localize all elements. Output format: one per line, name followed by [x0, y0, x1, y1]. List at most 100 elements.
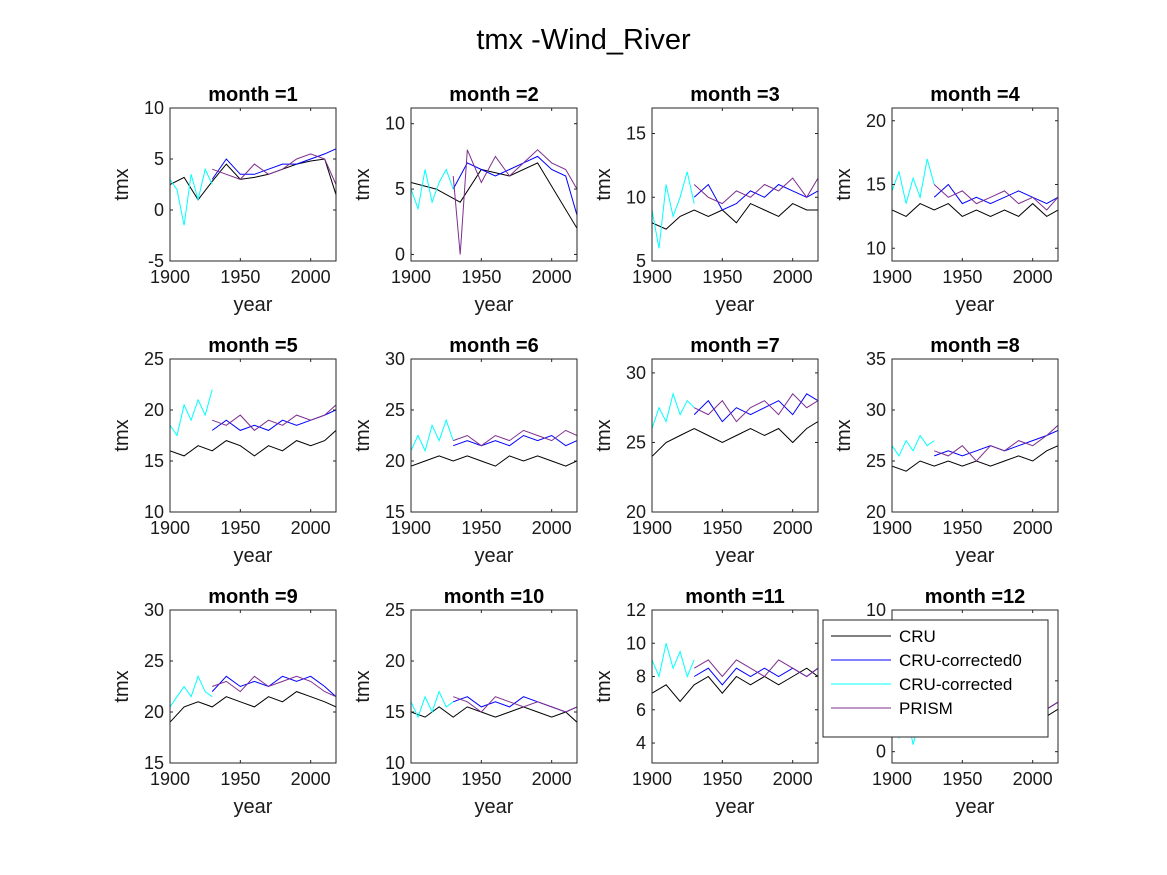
y-tick-label: 0 — [876, 742, 886, 762]
series-group — [170, 148, 336, 226]
y-tick-label: 35 — [866, 349, 886, 369]
axes-box — [410, 609, 578, 764]
x-tick-label: 2000 — [532, 518, 572, 538]
subplot-title: month =1 — [208, 84, 297, 106]
subplot-month-9: 1900 1950 2000 15 20 25 30 month =9 year tmx — [111, 586, 337, 818]
x-tick-label: 1900 — [872, 267, 912, 287]
subplot-month-11: 1900 1950 2000 4 6 8 10 12 month =11 year tmx — [593, 586, 819, 818]
x-axis-label: year — [234, 796, 273, 818]
legend-box — [822, 619, 1049, 738]
plot-area — [892, 359, 1058, 512]
y-tick-label: 5 — [395, 179, 405, 199]
y-axis-label: tmx — [352, 670, 374, 702]
y-tick-label: 10 — [626, 633, 646, 653]
x-axis-label: year — [716, 545, 755, 567]
y-tick-label: 10 — [866, 600, 886, 620]
x-tick-label: 2000 — [773, 518, 813, 538]
axes-box — [651, 609, 819, 764]
y-axis-label: tmx — [352, 168, 374, 200]
x-tick-label: 1950 — [461, 267, 501, 287]
y-tick-label: 25 — [866, 451, 886, 471]
y-tick-label: 15 — [385, 502, 405, 522]
y-tick-label: 15 — [144, 451, 164, 471]
series-line-cru-corrected — [892, 158, 935, 204]
series-line-cru-corrected — [652, 392, 695, 429]
x-tick-label: 1900 — [632, 267, 672, 287]
series-group — [170, 674, 336, 723]
x-tick-label: 2000 — [532, 769, 572, 789]
series-group — [652, 171, 818, 249]
plot-area — [411, 359, 577, 512]
legend: CRU CRU-corrected0 CRU-corrected PRISM — [822, 619, 1049, 738]
series-group — [652, 392, 818, 457]
x-tick-label: 1900 — [632, 518, 672, 538]
x-tick-label: 1900 — [872, 769, 912, 789]
y-tick-label: 30 — [866, 400, 886, 420]
plot-area — [411, 108, 577, 261]
x-axis-label: year — [716, 796, 755, 818]
x-axis-label: year — [475, 545, 514, 567]
series-line-prism — [212, 404, 336, 432]
subplot-title: month =4 — [930, 84, 1020, 106]
y-tick-label: 15 — [866, 175, 886, 195]
y-tick-label: 15 — [144, 753, 164, 773]
x-tick-label: 1950 — [220, 518, 260, 538]
x-tick-label: 1950 — [461, 518, 501, 538]
y-tick-label: 0 — [154, 200, 164, 220]
x-axis-label: year — [956, 796, 995, 818]
axes-box — [169, 609, 337, 764]
subplot-title: month =10 — [444, 586, 545, 608]
subplot-month-8: 1900 1950 2000 20 25 30 35 month =8 year tmx — [833, 335, 1059, 567]
x-tick-label: 1900 — [150, 769, 190, 789]
x-tick-label: 2000 — [773, 769, 813, 789]
subplot-title: month =11 — [685, 586, 784, 608]
subplot-title: month =9 — [208, 586, 297, 608]
series-line-cru — [170, 691, 336, 723]
subplot-title: month =12 — [925, 586, 1026, 608]
series-line-cru — [170, 430, 336, 457]
series-group — [411, 690, 577, 723]
series-line-prism — [452, 149, 577, 255]
subplot-month-6: 1900 1950 2000 15 20 25 30 month =6 year tmx — [352, 335, 578, 567]
subplot-month-4: 1900 1950 2000 10 15 20 month =4 year tmx — [833, 84, 1059, 316]
series-line-cru-corrected — [652, 171, 695, 249]
x-axis-label: year — [956, 545, 995, 567]
series-line-cru-corrected0 — [693, 393, 818, 423]
x-tick-label: 1950 — [461, 769, 501, 789]
legend-label: CRU-corrected — [899, 675, 1012, 694]
subplot-title: month =5 — [208, 335, 297, 357]
axes-box — [651, 107, 819, 262]
series-line-cru-corrected — [411, 168, 454, 211]
y-tick-label: 12 — [626, 600, 646, 620]
axes-box — [891, 358, 1059, 513]
subplot-title: month =2 — [449, 84, 538, 106]
subplot-month-3: 1900 1950 2000 5 10 15 month =3 year tmx — [593, 84, 819, 316]
plot-area — [170, 359, 336, 512]
series-line-prism — [693, 393, 818, 423]
y-tick-label: 10 — [626, 187, 646, 207]
x-axis-label: year — [716, 294, 755, 316]
x-tick-label: 2000 — [291, 769, 331, 789]
y-axis-label: tmx — [593, 168, 615, 200]
x-tick-label: 1950 — [942, 267, 982, 287]
x-tick-label: 2000 — [1013, 267, 1053, 287]
y-axis-label: tmx — [593, 419, 615, 451]
y-tick-label: 30 — [144, 600, 164, 620]
series-group — [892, 158, 1058, 218]
legend-label: CRU-corrected0 — [899, 651, 1022, 670]
series-group — [892, 424, 1058, 472]
x-tick-label: 1950 — [220, 769, 260, 789]
plot-area — [652, 359, 818, 512]
x-tick-label: 1950 — [942, 518, 982, 538]
subplot-title: month =6 — [449, 335, 538, 357]
subplot-month-10: 1900 1950 2000 10 15 20 25 month =10 year tmx — [352, 586, 578, 818]
x-tick-label: 1900 — [391, 267, 431, 287]
x-tick-label: 2000 — [532, 267, 572, 287]
y-axis-label: tmx — [593, 670, 615, 702]
legend-label: CRU — [899, 627, 936, 646]
y-tick-label: 4 — [636, 733, 646, 753]
x-axis-label: year — [234, 294, 273, 316]
series-group — [411, 149, 577, 255]
